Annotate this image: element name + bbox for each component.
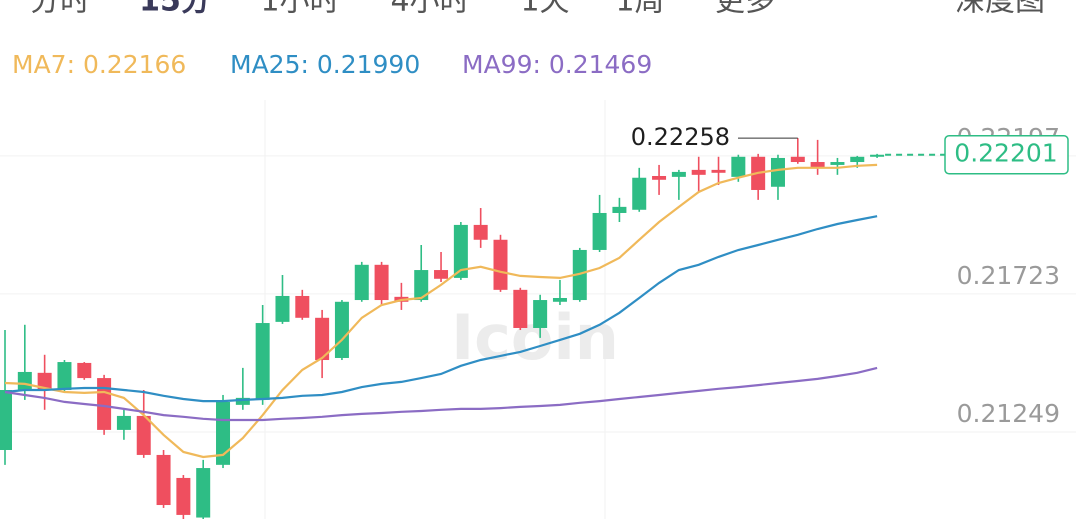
- candle-body: [216, 401, 231, 465]
- candle-body: [711, 169, 726, 173]
- candle-body: [612, 206, 627, 213]
- candle-body: [37, 372, 52, 391]
- tab[interactable]: 分时: [30, 0, 90, 19]
- candle-body: [374, 264, 389, 301]
- candle-body: [572, 249, 587, 301]
- legend-entry: MA7: 0.22166: [12, 50, 186, 79]
- tab[interactable]: 1周: [615, 0, 664, 19]
- last-price-label: 0.22201: [954, 139, 1057, 168]
- tab[interactable]: 深度图: [955, 0, 1045, 19]
- candle-body: [533, 300, 548, 328]
- candle-body: [552, 297, 567, 302]
- ma-line: [4, 215, 878, 403]
- candle-body: [493, 239, 508, 290]
- tab[interactable]: 1天: [520, 0, 569, 19]
- legend-entry: MA25: 0.21990: [230, 50, 420, 79]
- candle-body: [592, 212, 607, 250]
- y-tick-label: 0.21249: [957, 399, 1060, 428]
- tab[interactable]: 15分: [139, 0, 211, 19]
- ma-line: [4, 366, 878, 422]
- high-label: 0.22258: [631, 123, 730, 151]
- candle-body: [414, 270, 429, 301]
- candle-body: [136, 415, 151, 455]
- candle-body: [57, 362, 72, 391]
- candle-body: [850, 156, 865, 163]
- candle-body: [691, 169, 706, 175]
- candle-body: [870, 154, 885, 157]
- candle-body: [434, 270, 449, 279]
- candle-body: [295, 295, 310, 318]
- tab[interactable]: 1小时: [260, 0, 339, 19]
- ma-line: [4, 163, 878, 459]
- candle-body: [235, 397, 250, 405]
- candle-body: [671, 171, 686, 177]
- candle-body: [790, 156, 805, 163]
- tab[interactable]: 4小时: [390, 0, 469, 19]
- candle-body: [513, 289, 528, 328]
- candle-body: [176, 477, 191, 515]
- candle-body: [810, 162, 825, 167]
- candle-body: [0, 390, 12, 450]
- candle-body: [770, 157, 785, 187]
- candle-body: [453, 224, 468, 278]
- candle-body: [315, 317, 330, 361]
- candle-body: [275, 295, 290, 322]
- candle-body: [473, 224, 488, 240]
- candle-body: [632, 177, 647, 210]
- candle-body: [156, 454, 171, 506]
- candle-body: [731, 156, 746, 177]
- candle-body: [196, 468, 211, 518]
- candle-body: [255, 323, 270, 400]
- candle-body: [652, 175, 667, 180]
- tab[interactable]: 更多: [715, 0, 775, 19]
- last-price-box: [944, 134, 1069, 175]
- y-tick-label: 0.21723: [957, 261, 1060, 290]
- candle-body: [334, 301, 349, 358]
- legend-entry: MA99: 0.21469: [462, 50, 652, 79]
- candle-body: [354, 264, 369, 301]
- candle-body: [97, 378, 112, 430]
- candle-body: [17, 371, 32, 391]
- candle-body: [830, 162, 845, 165]
- candle-body: [77, 362, 92, 379]
- candle-body: [116, 415, 131, 430]
